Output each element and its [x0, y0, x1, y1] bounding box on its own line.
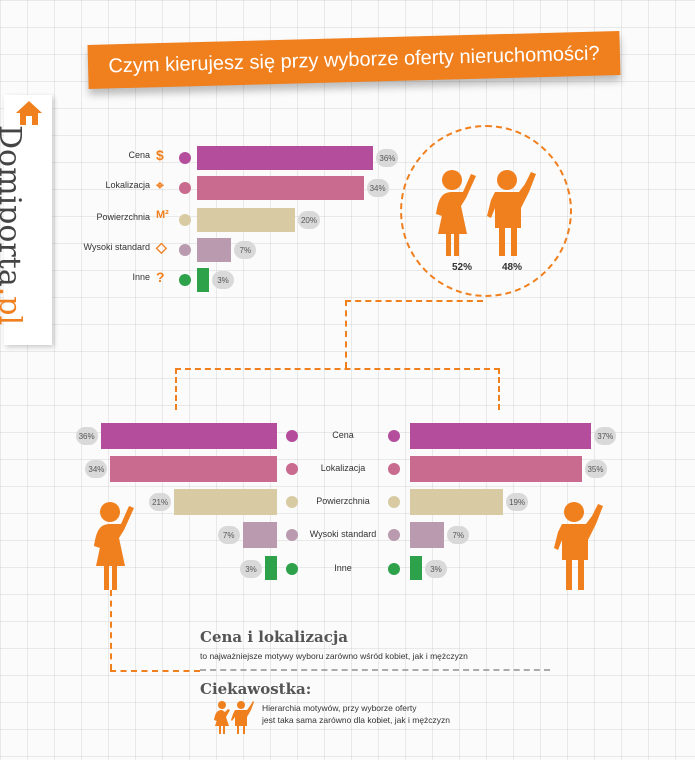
legend-dot [286, 563, 298, 575]
category-label-lokalizacja: Lokalizacja [105, 180, 150, 190]
trivia-line-1: Hierarchia motywów, przy wyborze oferty [262, 703, 417, 713]
connector-line [110, 590, 112, 670]
men-bar-powierzchnia [410, 489, 504, 515]
bar-powierzchnia [197, 208, 295, 232]
man-icon [487, 170, 536, 256]
logo-text: Domiporta.pl [0, 125, 27, 325]
connector-line [498, 368, 500, 410]
men-value-label: 37% [594, 427, 617, 445]
women-value-label: 21% [149, 493, 172, 511]
divider [200, 669, 550, 671]
connector-line [345, 300, 347, 368]
category-label-cena: Cena [332, 430, 354, 440]
question-icon: ? [156, 269, 165, 285]
trivia-headline: Ciekawostka: [200, 680, 312, 698]
title-banner: Czym kierujesz się przy wyborze oferty n… [87, 31, 621, 89]
category-label-inne: Inne [334, 563, 352, 573]
connector-line [345, 300, 483, 302]
legend-dot [388, 430, 400, 442]
gender-circle [400, 125, 572, 297]
men-bar-wysoki-standard [410, 522, 445, 548]
logo-main: Domiporta [0, 125, 27, 287]
women-bar-inne [265, 556, 277, 580]
men-value-label: 3% [425, 560, 447, 578]
women-value-label: 3% [240, 560, 262, 578]
bar-wysoki-standard [197, 238, 232, 262]
women-value-label: 34% [85, 460, 108, 478]
value-label: 36% [376, 149, 399, 167]
summary-headline: Cena i lokalizacja [200, 628, 348, 646]
category-label-wysoki-standard: Wysoki standard [309, 529, 377, 539]
category-label-lokalizacja: Lokalizacja [320, 463, 366, 473]
woman-icon [94, 502, 134, 590]
legend-dot [179, 182, 191, 194]
women-value-label: 7% [217, 526, 240, 544]
women-bar-cena [100, 423, 277, 449]
women-bar-wysoki-standard [242, 522, 277, 548]
women-value-label: 36% [75, 427, 98, 445]
legend-dot [286, 430, 298, 442]
house-icon [16, 101, 42, 125]
value-label: 20% [298, 211, 320, 229]
category-label-inne: Inne [132, 272, 150, 282]
value-label: 7% [234, 241, 257, 259]
legend-dot [179, 214, 191, 226]
connector-line [175, 368, 500, 370]
bar-lokalizacja [197, 176, 364, 200]
bar-inne [197, 268, 209, 292]
legend-dot [286, 529, 298, 541]
page-title: Czym kierujesz się przy wyborze oferty n… [108, 42, 600, 77]
value-label: 3% [212, 271, 234, 289]
category-label-powierzchnia: Powierzchnia [96, 212, 150, 222]
logo [4, 95, 52, 345]
summary-text: to najważniejsze motywy wyboru zarówno w… [200, 651, 468, 661]
bar-cena [197, 146, 374, 170]
couple-icon [214, 701, 254, 734]
legend-dot [179, 244, 191, 256]
trivia-line-2: jest taka sama zarówno dla kobiet, jak i… [262, 715, 451, 725]
man-icon [554, 502, 603, 590]
men-bar-inne [410, 556, 422, 580]
category-label-powierzchnia: Powierzchnia [316, 496, 370, 506]
men-value-label: 19% [506, 493, 529, 511]
legend-dot [179, 152, 191, 164]
value-label: 34% [366, 179, 389, 197]
women-percent: 52% [452, 262, 473, 273]
category-label-cena: Cena [128, 150, 150, 160]
diamond-icon: ◇ [156, 239, 167, 255]
legend-dot [286, 463, 298, 475]
legend-dot [388, 563, 400, 575]
legend-dot [388, 463, 400, 475]
m2-icon: M² [156, 209, 169, 221]
connector-line [110, 670, 200, 672]
women-bar-lokalizacja [110, 456, 277, 482]
men-value-label: 35% [584, 460, 607, 478]
legend-dot [388, 496, 400, 508]
men-bar-lokalizacja [410, 456, 582, 482]
legend-dot [388, 529, 400, 541]
connector-line [175, 368, 177, 410]
women-bar-powierzchnia [174, 489, 277, 515]
location-pin-icon: ⌖ [156, 177, 164, 193]
legend-dot [286, 496, 298, 508]
logo-suffix: .pl [0, 286, 27, 326]
category-label-wysoki-standard: Wysoki standard [83, 242, 150, 252]
woman-icon [436, 170, 476, 256]
men-value-label: 7% [447, 526, 470, 544]
men-bar-cena [410, 423, 592, 449]
men-percent: 48% [502, 262, 523, 273]
dollar-icon: $ [156, 147, 164, 163]
legend-dot [179, 274, 191, 286]
